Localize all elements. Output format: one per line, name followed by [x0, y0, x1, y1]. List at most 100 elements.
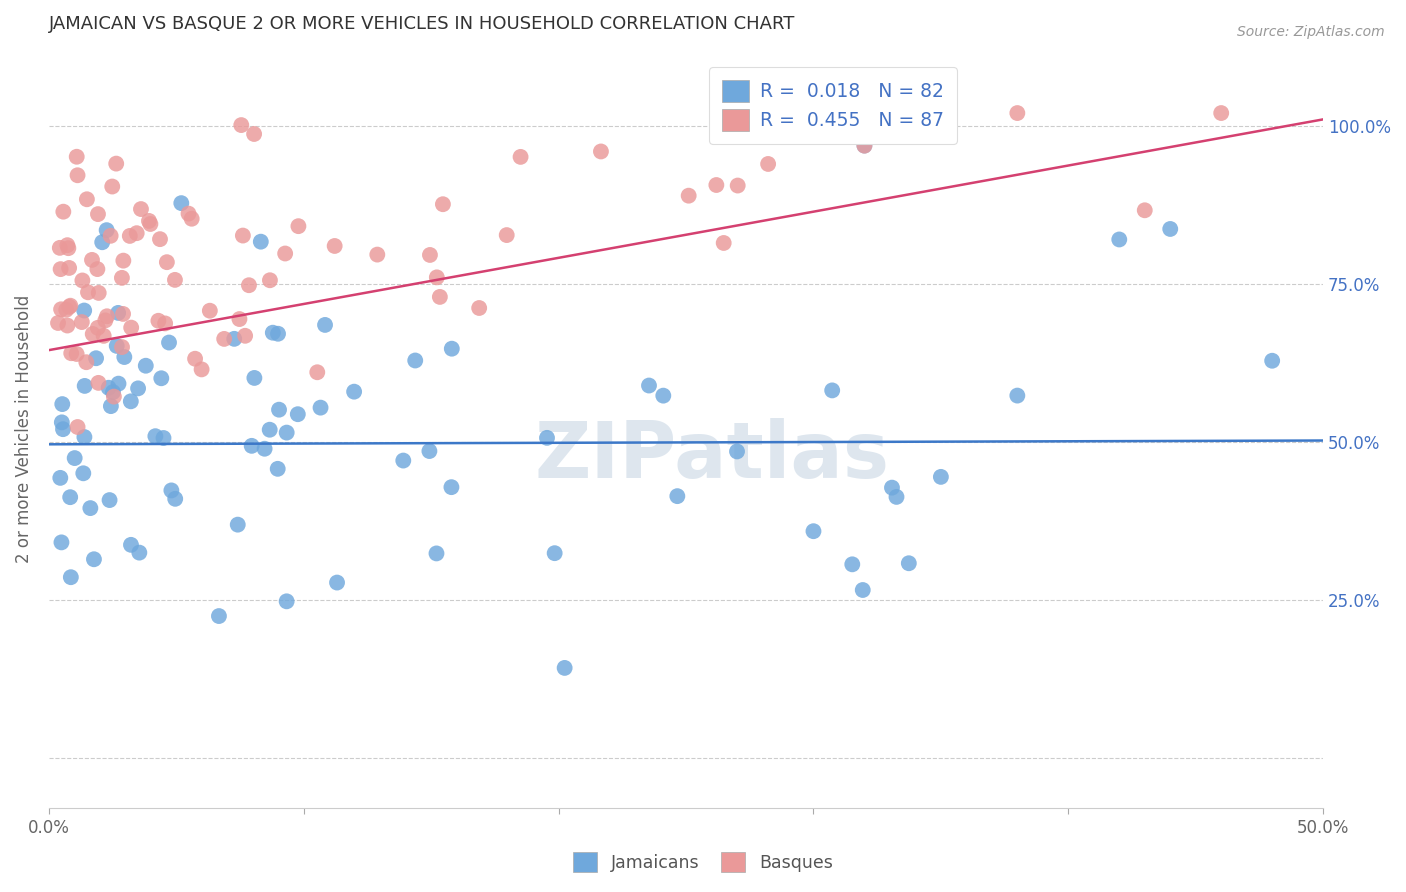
- Point: [1133, 203, 1156, 218]
- Point: [243, 371, 266, 385]
- Point: [1007, 388, 1029, 402]
- Point: [120, 394, 142, 409]
- Y-axis label: 2 or more Vehicles in Household: 2 or more Vehicles in Household: [15, 295, 32, 563]
- Point: [343, 384, 366, 399]
- Point: [243, 127, 266, 141]
- Point: [287, 219, 309, 234]
- Point: [120, 320, 142, 334]
- Point: [56, 318, 79, 333]
- Point: [314, 318, 336, 332]
- Point: [66, 150, 89, 164]
- Point: [1261, 353, 1284, 368]
- Point: [231, 118, 253, 132]
- Point: [678, 188, 700, 202]
- Point: [326, 575, 349, 590]
- Point: [129, 202, 152, 216]
- Point: [440, 480, 463, 494]
- Point: [100, 399, 122, 413]
- Point: [100, 228, 122, 243]
- Point: [323, 239, 346, 253]
- Point: [120, 538, 142, 552]
- Point: [79, 501, 101, 516]
- Point: [59, 490, 82, 504]
- Point: [536, 431, 558, 445]
- Point: [190, 362, 212, 376]
- Point: [87, 285, 110, 300]
- Legend: R =  0.018   N = 82, R =  0.455   N = 87: R = 0.018 N = 82, R = 0.455 N = 87: [709, 67, 957, 144]
- Point: [886, 490, 908, 504]
- Point: [96, 223, 118, 237]
- Point: [897, 556, 920, 570]
- Point: [267, 326, 290, 341]
- Point: [425, 546, 447, 560]
- Point: [432, 197, 454, 211]
- Point: [652, 389, 675, 403]
- Point: [135, 359, 157, 373]
- Point: [184, 351, 207, 366]
- Point: [419, 248, 441, 262]
- Point: [96, 310, 118, 324]
- Point: [666, 489, 689, 503]
- Point: [49, 471, 72, 485]
- Point: [128, 546, 150, 560]
- Point: [307, 365, 329, 379]
- Point: [163, 273, 186, 287]
- Point: [87, 320, 110, 334]
- Point: [101, 385, 124, 400]
- Point: [58, 300, 80, 314]
- Point: [157, 335, 180, 350]
- Point: [160, 483, 183, 498]
- Point: [226, 517, 249, 532]
- Point: [170, 196, 193, 211]
- Point: [240, 439, 263, 453]
- Point: [1108, 232, 1130, 246]
- Point: [212, 332, 235, 346]
- Point: [51, 415, 73, 429]
- Point: [259, 423, 281, 437]
- Point: [75, 355, 97, 369]
- Point: [232, 228, 254, 243]
- Point: [224, 332, 246, 346]
- Point: [366, 247, 388, 261]
- Point: [49, 302, 72, 317]
- Point: [145, 429, 167, 443]
- Point: [49, 262, 72, 277]
- Point: [80, 252, 103, 267]
- Point: [66, 347, 89, 361]
- Point: [111, 340, 134, 354]
- Point: [853, 138, 876, 153]
- Point: [1159, 222, 1181, 236]
- Point: [127, 381, 149, 395]
- Point: [107, 306, 129, 320]
- Point: [63, 451, 86, 466]
- Point: [309, 401, 332, 415]
- Point: [52, 204, 75, 219]
- Point: [238, 278, 260, 293]
- Point: [725, 444, 748, 458]
- Point: [880, 481, 903, 495]
- Point: [852, 582, 875, 597]
- Point: [287, 407, 309, 421]
- Point: [543, 546, 565, 560]
- Point: [87, 376, 110, 390]
- Point: [52, 422, 75, 436]
- Point: [46, 316, 69, 330]
- Point: [267, 462, 290, 476]
- Point: [139, 217, 162, 231]
- Point: [638, 378, 661, 392]
- Point: [404, 353, 426, 368]
- Point: [208, 609, 231, 624]
- Point: [138, 214, 160, 228]
- Point: [87, 207, 110, 221]
- Point: [554, 661, 576, 675]
- Point: [72, 467, 94, 481]
- Point: [1211, 106, 1233, 120]
- Point: [72, 273, 94, 287]
- Point: [118, 228, 141, 243]
- Point: [56, 238, 79, 252]
- Point: [198, 303, 221, 318]
- Text: ZIPatlas: ZIPatlas: [534, 417, 889, 493]
- Point: [66, 420, 89, 434]
- Point: [58, 260, 80, 275]
- Point: [148, 314, 170, 328]
